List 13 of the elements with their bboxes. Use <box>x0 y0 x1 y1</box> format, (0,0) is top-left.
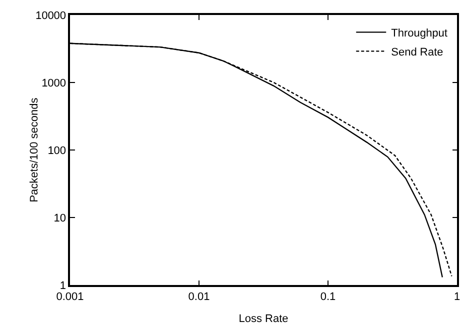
x-tick-label: 0.01 <box>188 290 210 303</box>
y-tick-label: 1 <box>60 280 66 292</box>
x-tick-label: 0.001 <box>56 290 84 303</box>
x-axis-title: Loss Rate <box>238 313 288 325</box>
y-tick-label: 10000 <box>35 10 66 22</box>
x-tick-label: 0.1 <box>320 290 336 303</box>
y-tick-label: 10 <box>54 212 66 224</box>
y-tick-label: 1000 <box>42 77 66 90</box>
legend-label: Throughput <box>391 27 448 40</box>
legend-label: Send Rate <box>391 46 444 58</box>
x-tick-label: 1 <box>454 290 460 303</box>
y-axis-title: Packets/100 seconds <box>28 97 40 202</box>
y-tick-label: 100 <box>48 144 66 157</box>
